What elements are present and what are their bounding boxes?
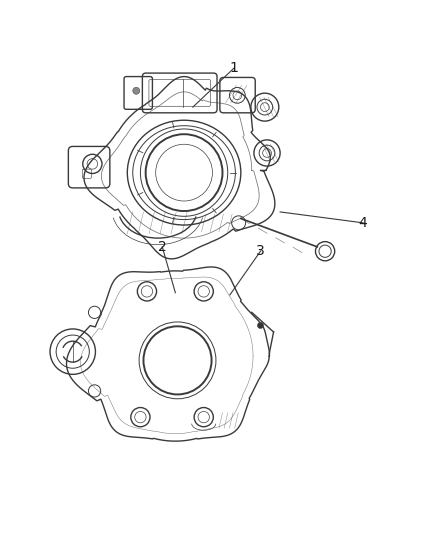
Text: 2: 2 <box>158 240 166 254</box>
Circle shape <box>258 322 264 328</box>
Circle shape <box>133 87 140 94</box>
Text: 1: 1 <box>230 61 239 75</box>
Text: 4: 4 <box>359 216 367 230</box>
Text: 3: 3 <box>256 244 265 258</box>
